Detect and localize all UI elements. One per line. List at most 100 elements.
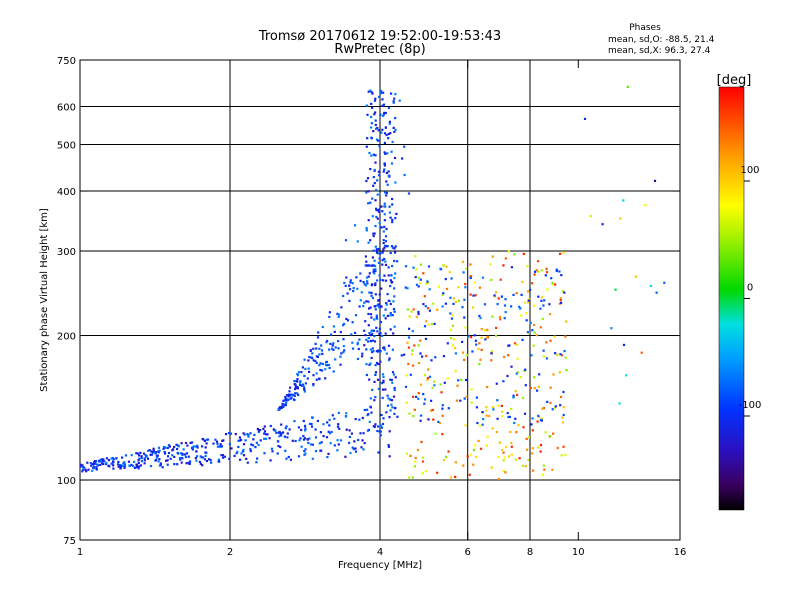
data-point bbox=[289, 397, 292, 400]
data-point bbox=[100, 460, 103, 463]
data-point bbox=[497, 404, 500, 407]
data-point bbox=[384, 317, 387, 320]
data-point bbox=[504, 311, 507, 314]
data-point bbox=[387, 344, 391, 347]
data-point bbox=[328, 366, 331, 370]
data-point bbox=[375, 251, 379, 254]
data-point bbox=[307, 367, 310, 370]
data-point bbox=[328, 432, 331, 435]
data-point bbox=[554, 283, 557, 286]
data-point bbox=[500, 295, 503, 298]
data-point bbox=[378, 306, 381, 309]
data-point bbox=[441, 305, 444, 308]
data-point bbox=[89, 462, 92, 465]
data-point bbox=[138, 454, 141, 457]
data-point bbox=[386, 394, 389, 397]
data-point bbox=[277, 431, 280, 434]
data-point bbox=[205, 442, 208, 445]
data-point bbox=[377, 247, 380, 251]
data-point bbox=[489, 263, 492, 266]
data-point bbox=[485, 414, 488, 417]
data-point bbox=[391, 197, 394, 201]
data-point bbox=[339, 439, 343, 442]
data-point bbox=[287, 398, 290, 402]
data-point bbox=[332, 342, 335, 345]
data-point bbox=[427, 323, 430, 326]
data-point bbox=[220, 454, 223, 457]
data-point bbox=[369, 397, 372, 400]
data-point bbox=[442, 292, 445, 295]
data-point bbox=[478, 424, 481, 427]
data-point bbox=[130, 454, 133, 457]
data-point bbox=[450, 337, 453, 340]
data-point bbox=[419, 278, 422, 281]
data-point bbox=[387, 174, 390, 177]
data-point bbox=[342, 351, 345, 354]
data-point bbox=[361, 355, 364, 358]
data-point bbox=[422, 303, 425, 306]
data-point bbox=[259, 439, 262, 442]
data-point bbox=[376, 217, 379, 220]
data-point bbox=[467, 335, 470, 338]
data-point bbox=[354, 331, 357, 334]
data-point bbox=[536, 420, 539, 423]
data-point bbox=[300, 384, 303, 387]
data-point bbox=[352, 448, 355, 451]
data-point bbox=[326, 421, 329, 424]
data-point bbox=[562, 406, 565, 409]
data-point bbox=[296, 387, 299, 390]
data-point bbox=[368, 272, 371, 275]
data-point bbox=[325, 436, 329, 439]
data-point bbox=[191, 446, 194, 449]
data-point bbox=[526, 448, 529, 451]
data-point bbox=[285, 401, 288, 404]
data-point bbox=[265, 437, 268, 440]
data-point bbox=[102, 458, 105, 461]
data-point bbox=[374, 308, 377, 311]
data-point bbox=[559, 353, 562, 356]
data-point bbox=[497, 477, 500, 480]
data-point bbox=[366, 414, 369, 417]
data-point bbox=[382, 375, 385, 378]
data-point bbox=[350, 333, 353, 336]
data-point bbox=[454, 461, 457, 464]
data-point bbox=[302, 438, 305, 441]
data-point bbox=[299, 437, 302, 440]
data-point bbox=[189, 441, 192, 444]
data-point bbox=[298, 439, 301, 442]
data-point bbox=[378, 145, 381, 148]
data-point bbox=[454, 370, 457, 373]
data-point bbox=[194, 445, 197, 448]
data-point bbox=[480, 348, 483, 351]
data-point bbox=[380, 131, 383, 134]
data-point bbox=[184, 455, 187, 459]
data-point bbox=[157, 460, 160, 463]
data-point bbox=[469, 453, 473, 456]
data-point bbox=[553, 335, 556, 338]
data-point bbox=[370, 136, 373, 139]
data-point bbox=[157, 450, 160, 453]
data-point bbox=[377, 170, 380, 173]
x-tick-label: 1 bbox=[77, 547, 83, 558]
data-point bbox=[407, 192, 411, 195]
data-point bbox=[516, 343, 519, 346]
colorbar-tick-label: 0 bbox=[747, 283, 753, 294]
data-point bbox=[371, 333, 374, 336]
data-point bbox=[333, 330, 336, 333]
data-point bbox=[201, 437, 204, 441]
data-point bbox=[301, 383, 305, 386]
data-point bbox=[375, 127, 378, 130]
data-point bbox=[388, 211, 391, 214]
data-point bbox=[456, 384, 459, 387]
data-point bbox=[348, 435, 351, 439]
data-point bbox=[374, 111, 377, 114]
data-point bbox=[328, 424, 331, 427]
data-point bbox=[293, 380, 296, 383]
data-point bbox=[622, 343, 626, 346]
data-point bbox=[486, 328, 489, 331]
data-point bbox=[300, 428, 303, 432]
data-point bbox=[407, 362, 410, 365]
data-point bbox=[374, 373, 377, 376]
data-point bbox=[358, 338, 361, 341]
data-point bbox=[357, 438, 360, 442]
